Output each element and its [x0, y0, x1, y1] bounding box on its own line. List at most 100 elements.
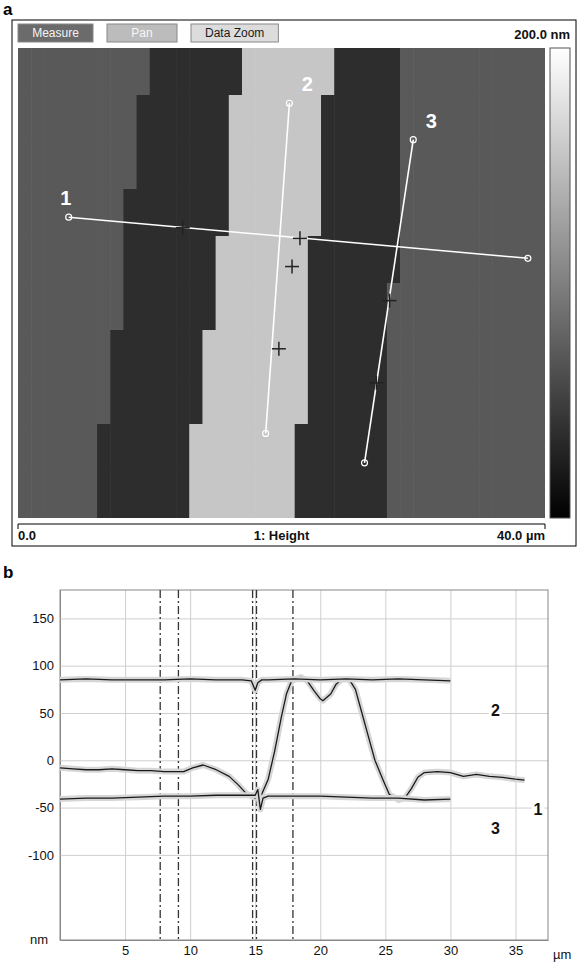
- heatmap-cell: [321, 283, 335, 331]
- heatmap-cell: [413, 142, 427, 190]
- heatmap-cell: [413, 189, 427, 237]
- heatmap-cell: [18, 471, 32, 518]
- heatmap-cell: [466, 377, 480, 425]
- axis: 5101520253035: [61, 590, 549, 958]
- grid-line: [60, 666, 548, 667]
- heatmap-cell: [97, 236, 111, 284]
- heatmap-cell: [71, 283, 85, 331]
- grid-line: [125, 590, 126, 940]
- heatmap-cell: [137, 377, 151, 425]
- heatmap-cell: [18, 95, 32, 143]
- heatmap-cell: [150, 95, 164, 143]
- heatmap-cell: [58, 142, 72, 190]
- heatmap-cell: [123, 142, 137, 190]
- heatmap-cell: [176, 142, 190, 190]
- heatmap-cell: [426, 330, 440, 378]
- heatmap-cell: [137, 142, 151, 190]
- heatmap-cell: [466, 424, 480, 472]
- heatmap-cell: [505, 330, 519, 378]
- heatmap-cell: [58, 330, 72, 378]
- heatmap-cell: [505, 377, 519, 425]
- button-label[interactable]: Measure: [32, 26, 79, 40]
- button-label[interactable]: Pan: [131, 26, 152, 40]
- heatmap-cell: [71, 424, 85, 472]
- heatmap-cell: [242, 142, 256, 190]
- heatmap-cell: [18, 236, 32, 284]
- heatmap-cell: [216, 95, 230, 143]
- toolbar-button[interactable]: Pan: [107, 24, 177, 42]
- heatmap-cell: [466, 95, 480, 143]
- heatmap-cell: [361, 95, 375, 143]
- grid-line: [60, 808, 548, 809]
- heatmap-cell: [163, 471, 177, 518]
- heatmap-cell: [466, 189, 480, 237]
- heatmap-cell: [229, 48, 243, 96]
- tick-label: 150: [32, 611, 54, 626]
- profile-line-label: 1: [60, 187, 71, 209]
- heatmap-cell: [479, 471, 493, 518]
- heatmap-cell: [492, 142, 506, 190]
- heatmap-cell: [347, 142, 361, 190]
- cursor-v: [299, 231, 301, 245]
- heatmap-cell: [44, 95, 58, 143]
- heatmap-cell: [426, 142, 440, 190]
- heatmap-cell: [479, 330, 493, 378]
- heatmap-cell: [505, 283, 519, 331]
- heatmap-cell: [440, 330, 454, 378]
- series-label-text: 3: [491, 820, 500, 837]
- heatmap-cell: [189, 377, 203, 425]
- heatmap-cell: [387, 424, 401, 472]
- heatmap-cell: [255, 424, 269, 472]
- heatmap-cell: [453, 471, 467, 518]
- heatmap-cell: [84, 424, 98, 472]
- heatmap-cell: [479, 95, 493, 143]
- cursor: [383, 294, 397, 308]
- heatmap-cell: [163, 377, 177, 425]
- heatmap-cell: [242, 424, 256, 472]
- heatmap-cell: [255, 471, 269, 518]
- button-face[interactable]: [107, 24, 177, 42]
- axis-title: nm: [30, 932, 48, 947]
- heatmap-cell: [44, 283, 58, 331]
- heatmap-cell: [268, 424, 282, 472]
- heatmap-cell: [110, 471, 124, 518]
- heatmap-cell: [282, 471, 296, 518]
- heatmap-cell: [84, 95, 98, 143]
- heatmap-cell: [347, 283, 361, 331]
- heatmap-cell: [31, 189, 45, 237]
- button-face[interactable]: [191, 24, 278, 42]
- heatmap-cell: [453, 48, 467, 96]
- toolbar-button[interactable]: Measure: [18, 24, 93, 42]
- panel-b: b5101520253035-100-50050100150123nmµm: [3, 563, 571, 962]
- heatmap-cell: [321, 142, 335, 190]
- tick-label: 0.0: [18, 528, 36, 543]
- heatmap-cell: [202, 142, 216, 190]
- heatmap-cell: [242, 236, 256, 284]
- heatmap-cell: [84, 236, 98, 284]
- heatmap-cell: [387, 142, 401, 190]
- toolbar-button[interactable]: Data Zoom: [191, 24, 278, 42]
- heatmap-cell: [282, 377, 296, 425]
- heatmap-cell: [268, 95, 282, 143]
- heatmap-cell: [321, 189, 335, 237]
- heatmap-cell: [492, 95, 506, 143]
- heatmap-cell: [255, 283, 269, 331]
- heatmap-cell: [295, 95, 309, 143]
- cursor-v: [291, 260, 293, 274]
- heatmap-cell: [479, 283, 493, 331]
- button-label[interactable]: Data Zoom: [205, 26, 264, 40]
- heatmap-cell: [400, 471, 414, 518]
- heatmap-cell: [361, 330, 375, 378]
- line-endpoint: [525, 255, 531, 261]
- heatmap-cell: [202, 471, 216, 518]
- grid-line: [255, 590, 256, 940]
- heatmap-cell: [110, 377, 124, 425]
- heatmap-cell: [176, 330, 190, 378]
- heatmap-cell: [519, 330, 533, 378]
- heatmap-cell: [229, 377, 243, 425]
- button-face[interactable]: [18, 24, 93, 42]
- grid-line: [515, 590, 516, 940]
- heatmap-cell: [426, 189, 440, 237]
- series-line: [60, 677, 525, 800]
- heatmap-cell: [519, 377, 533, 425]
